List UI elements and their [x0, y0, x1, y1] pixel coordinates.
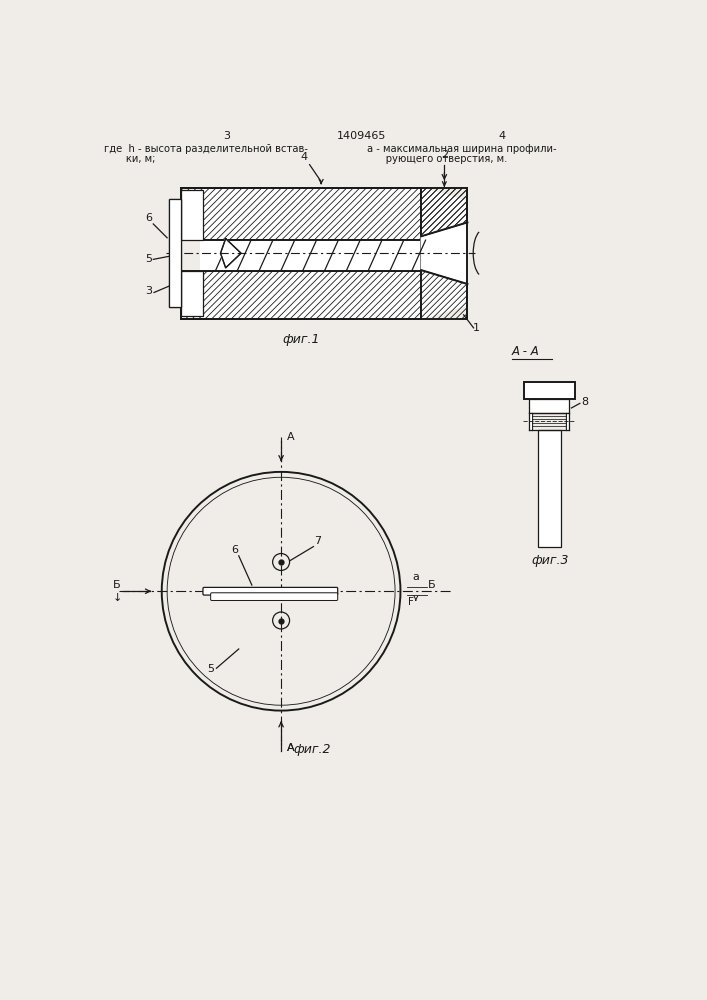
Text: А: А	[287, 743, 295, 753]
Bar	[524, 382, 575, 399]
Text: где  h - высота разделительной встав-: где h - высота разделительной встав-	[104, 144, 308, 154]
Bar	[181, 271, 421, 319]
Text: 1409465: 1409465	[337, 131, 387, 141]
Text: 5: 5	[206, 664, 214, 674]
Text: 2: 2	[440, 150, 448, 160]
Text: а: а	[412, 572, 419, 582]
Text: фиг.3: фиг.3	[532, 554, 569, 567]
Bar	[175, 199, 181, 307]
Text: 5: 5	[145, 254, 152, 264]
Text: 1: 1	[473, 323, 480, 333]
Text: F: F	[408, 597, 414, 607]
Text: А: А	[287, 743, 295, 753]
Text: 6: 6	[145, 213, 152, 223]
Text: 3: 3	[223, 131, 230, 141]
Bar	[181, 271, 203, 316]
Polygon shape	[221, 239, 241, 268]
Bar	[200, 240, 421, 271]
Bar	[566, 413, 569, 430]
Text: 7: 7	[315, 536, 322, 546]
Text: А: А	[287, 432, 295, 442]
FancyBboxPatch shape	[203, 587, 338, 595]
Bar	[529, 413, 532, 430]
FancyBboxPatch shape	[211, 593, 338, 600]
Text: фиг.1: фиг.1	[282, 333, 320, 346]
Text: Б: Б	[113, 580, 121, 590]
Polygon shape	[421, 222, 467, 284]
Text: 4: 4	[300, 152, 308, 162]
Polygon shape	[421, 270, 467, 319]
Bar	[181, 190, 203, 240]
Text: 8: 8	[581, 397, 588, 407]
Text: ки, м;: ки, м;	[104, 154, 156, 164]
Bar	[170, 199, 175, 307]
Text: а - максимальная ширина профили-: а - максимальная ширина профили-	[368, 144, 557, 154]
Bar	[181, 188, 421, 240]
Bar	[538, 430, 561, 547]
Text: 3: 3	[145, 286, 152, 296]
Text: фиг.2: фиг.2	[293, 743, 331, 756]
Text: А - А: А - А	[512, 345, 540, 358]
Bar	[170, 199, 181, 307]
Bar	[170, 199, 181, 307]
Text: 6: 6	[231, 545, 238, 555]
Bar	[529, 399, 569, 413]
Text: 4: 4	[498, 131, 506, 141]
Text: ↓: ↓	[112, 592, 122, 602]
Text: Б: Б	[428, 580, 435, 590]
Polygon shape	[421, 188, 467, 236]
Text: рующего отверстия, м.: рующего отверстия, м.	[368, 154, 508, 164]
